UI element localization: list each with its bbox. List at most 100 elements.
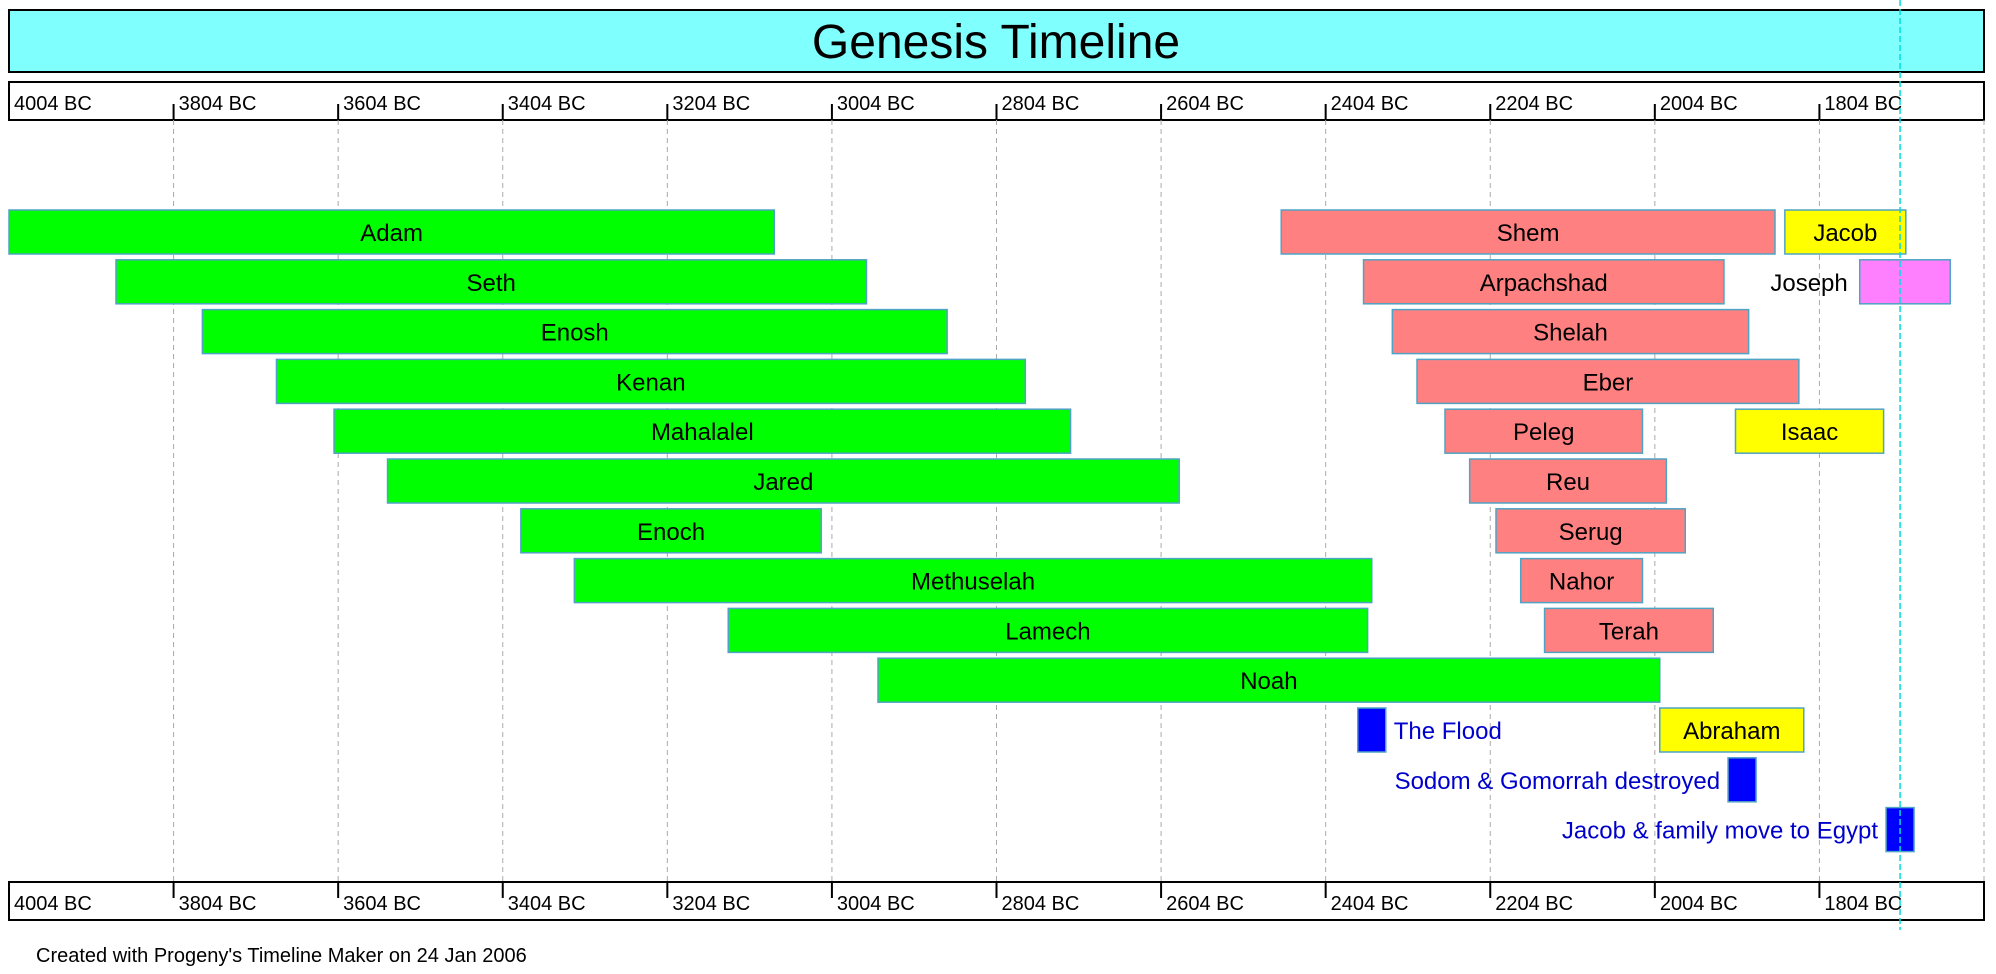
bottom-tick-label: 2604 BC — [1166, 893, 1244, 915]
lifespan-bar — [115, 259, 868, 305]
lifespan-shem: Shem — [1280, 209, 1776, 255]
lifespan-mahalalel: Mahalalel — [333, 408, 1072, 454]
lifespan-label: Nahor — [1549, 569, 1614, 596]
lifespan-bar — [877, 657, 1661, 703]
chart-title: Genesis Timeline — [812, 16, 1180, 69]
lifespan-bar — [1362, 259, 1725, 305]
lifespan-label: Mahalalel — [651, 419, 754, 446]
event-label: The Flood — [1394, 718, 1502, 745]
event-markers: The Flood Sodom & Gomorrah destroyed Jacob… — [1357, 707, 1915, 853]
lifespan-label: Abraham — [1683, 718, 1780, 745]
lifespan-shelah: Shelah — [1391, 308, 1750, 355]
event-the-flood: The Flood — [1357, 707, 1502, 753]
lifespan-bar — [201, 308, 948, 355]
lifespan-noah: Noah — [877, 657, 1661, 703]
bottom-tick-label: 2004 BC — [1660, 893, 1738, 915]
lifespan-label: Reu — [1546, 469, 1590, 496]
lifespan-label: Arpachshad — [1480, 270, 1608, 297]
lifespan-seth: Seth — [115, 259, 868, 305]
lifespan-bar — [1734, 408, 1885, 454]
lifespan-label: Shem — [1497, 220, 1560, 247]
top-tick-label: 1804 BC — [1824, 93, 1902, 115]
lifespan-bars: Adam Seth Enosh Kenan Mahalalel Jared Enoch Met… — [8, 209, 1952, 753]
event-jacob-family-move-to-egypt: Jacob & family move to Egypt — [1562, 806, 1915, 853]
lifespan-label: Terah — [1599, 618, 1659, 645]
top-tick-label: 4004 BC — [14, 93, 92, 115]
lifespan-bar — [1858, 259, 1952, 305]
lifespan-bar — [275, 358, 1027, 405]
lifespan-methuselah: Methuselah — [573, 557, 1373, 604]
lifespan-bar — [520, 508, 822, 554]
top-tick-label: 2404 BC — [1331, 93, 1409, 115]
lifespan-label: Joseph — [1770, 270, 1847, 297]
lifespan-bar — [1519, 557, 1644, 604]
lifespan-jared: Jared — [386, 458, 1180, 504]
lifespan-bar — [1444, 408, 1644, 454]
bottom-tick-label: 3604 BC — [343, 893, 421, 915]
top-tick-label: 2804 BC — [1002, 93, 1080, 115]
lifespan-label: Kenan — [616, 369, 685, 396]
lifespan-bar — [1659, 707, 1805, 753]
bottom-tick-label: 3804 BC — [179, 893, 257, 915]
lifespan-bar — [8, 209, 776, 255]
lifespan-peleg: Peleg — [1444, 408, 1644, 454]
lifespan-bar — [573, 557, 1373, 604]
lifespan-label: Adam — [360, 220, 423, 247]
top-tick-label: 3004 BC — [837, 93, 915, 115]
bottom-tick-label: 3004 BC — [837, 893, 915, 915]
lifespan-bar — [1468, 458, 1668, 504]
lifespan-enosh: Enosh — [201, 308, 948, 355]
lifespan-label: Jacob — [1813, 220, 1877, 247]
lifespan-label: Eber — [1583, 369, 1634, 396]
lifespan-jacob: Jacob — [1784, 209, 1907, 255]
top-tick-label: 2604 BC — [1166, 93, 1244, 115]
lifespan-bar — [1280, 209, 1776, 255]
lifespan-kenan: Kenan — [275, 358, 1027, 405]
lifespan-label: Lamech — [1005, 618, 1090, 645]
lifespan-joseph: Joseph — [1770, 259, 1952, 305]
lifespan-label: Seth — [467, 270, 516, 297]
lifespan-reu: Reu — [1468, 458, 1668, 504]
lifespan-enoch: Enoch — [520, 508, 822, 554]
lifespan-adam: Adam — [8, 209, 776, 255]
event-mark — [1357, 707, 1387, 753]
footer-credit: Created with Progeny's Timeline Maker on… — [36, 945, 527, 967]
top-axis-ticks: 4004 BC 3804 BC 3604 BC 3404 BC 3204 BC 3004 … — [8, 93, 1902, 120]
lifespan-bar — [1416, 358, 1800, 405]
lifespan-label: Peleg — [1513, 419, 1574, 446]
bottom-tick-label: 3204 BC — [672, 893, 750, 915]
top-tick-label: 3804 BC — [179, 93, 257, 115]
lifespan-eber: Eber — [1416, 358, 1800, 405]
top-tick-label: 3604 BC — [343, 93, 421, 115]
lifespan-terah: Terah — [1543, 607, 1715, 654]
lifespan-bar — [1784, 209, 1907, 255]
lifespan-lamech: Lamech — [727, 607, 1369, 654]
bottom-tick-label: 3404 BC — [508, 893, 586, 915]
lifespan-label: Enoch — [637, 519, 705, 546]
lifespan-isaac: Isaac — [1734, 408, 1885, 454]
lifespan-bar — [333, 408, 1072, 454]
lifespan-label: Jared — [753, 469, 813, 496]
lifespan-bar — [386, 458, 1180, 504]
lifespan-bar — [1391, 308, 1750, 355]
bottom-axis-ticks: 4004 BC 3804 BC 3604 BC 3404 BC 3204 BC 3004 … — [8, 882, 1902, 915]
lifespan-arpachshad: Arpachshad — [1362, 259, 1725, 305]
bottom-tick-label: 2804 BC — [1002, 893, 1080, 915]
lifespan-label: Isaac — [1781, 419, 1838, 446]
event-sodom-gomorrah-destroyed: Sodom & Gomorrah destroyed — [1395, 757, 1757, 803]
lifespan-bar — [727, 607, 1369, 654]
top-tick-label: 2004 BC — [1660, 93, 1738, 115]
lifespan-nahor: Nahor — [1519, 557, 1644, 604]
lifespan-label: Noah — [1240, 668, 1297, 695]
top-tick-label: 3204 BC — [672, 93, 750, 115]
bottom-tick-label: 2204 BC — [1495, 893, 1573, 915]
bottom-tick-label: 2404 BC — [1331, 893, 1409, 915]
event-label: Jacob & family move to Egypt — [1562, 818, 1878, 845]
lifespan-label: Methuselah — [911, 569, 1035, 596]
top-tick-label: 3404 BC — [508, 93, 586, 115]
title-band — [8, 9, 1985, 73]
event-label: Sodom & Gomorrah destroyed — [1395, 768, 1721, 795]
lifespan-label: Enosh — [541, 320, 609, 347]
event-mark — [1727, 757, 1757, 803]
